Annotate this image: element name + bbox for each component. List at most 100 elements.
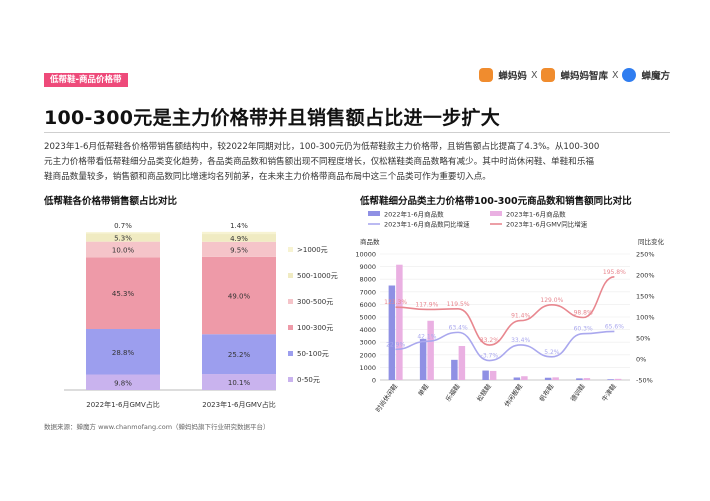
logo-chanmama-zhiku: 蝉妈妈智库	[560, 71, 608, 82]
data-label: 65.6%	[605, 323, 624, 330]
summary-text: 2023年1-6月低帮鞋各价格带销售额结构中，较2022年同期对比，100-30…	[44, 140, 672, 185]
data-label: 10.0%	[112, 247, 135, 255]
legend-label: 50-100元	[297, 350, 329, 358]
y-tick-label-right: 150%	[636, 293, 655, 301]
data-label: 129.0%	[540, 297, 563, 304]
legend-swatch	[288, 299, 293, 304]
page-title: 100-300元是主力价格带并且销售额占比进一步扩大	[44, 107, 501, 129]
summary-line: 2023年1-6月低帮鞋各价格带销售额结构中，较2022年同期对比，100-30…	[44, 142, 600, 152]
data-label: 119.5%	[447, 301, 470, 308]
chanmama-logo-icon	[479, 68, 494, 82]
summary-line: 元主力价格带看低帮鞋细分品类变化趋势，各品类商品数和销售额出现不同程度增长，仅松…	[44, 157, 595, 167]
bar-segment	[202, 334, 276, 375]
legend-label: 0-50元	[297, 376, 320, 384]
y-tick-label-left: 4000	[359, 326, 376, 334]
x-tick-label: 休闲板鞋	[502, 382, 525, 409]
y-tick-label-left: 0	[372, 377, 376, 385]
left-chart-title: 低帮鞋各价格带销售额占比对比	[44, 196, 178, 207]
data-label: 9.5%	[230, 246, 248, 254]
y-axis-title-right: 同比变化	[638, 237, 665, 246]
data-label: 9.8%	[114, 379, 132, 387]
x-tick-label: 松糕鞋	[474, 382, 493, 404]
bar-segment	[202, 241, 276, 257]
data-label: 1.4%	[230, 222, 248, 230]
data-source: 数据来源：蝉魔方 www.chanmofang.com（蝉妈妈旗下行业研究数据平…	[44, 423, 270, 431]
bar-segment	[202, 234, 276, 242]
bar-segment	[202, 231, 276, 235]
bar-segment	[86, 257, 160, 330]
y-tick-label-right: 100%	[636, 314, 655, 322]
y-tick-label-right: 200%	[636, 272, 655, 280]
data-label: 117.9%	[415, 301, 438, 308]
section-tag: 低帮鞋-商品价格带	[44, 73, 128, 87]
data-label: 123.3%	[384, 299, 407, 306]
legend-swatch	[490, 211, 502, 216]
bar	[583, 378, 591, 380]
bar	[396, 264, 403, 380]
bar	[458, 345, 466, 380]
y-tick-label-left: 10000	[355, 251, 376, 259]
legend-swatch	[288, 351, 293, 356]
logo-chanmama: 蝉妈妈	[498, 71, 527, 82]
y-tick-label-left: 6000	[359, 301, 376, 309]
bar	[552, 377, 559, 380]
bar-segment	[86, 329, 160, 375]
legend-label: 2023年1-6月商品数	[506, 210, 566, 219]
x-tick-label: 德训鞋	[568, 382, 587, 404]
legend-label: 2023年1-6月GMV同比增速	[506, 220, 588, 229]
chanmofang-logo-icon	[622, 68, 637, 82]
series-line	[395, 330, 615, 362]
price-band-stacked-chart: 9.8% 28.8% 45.3% 10.0% 5.3% 0.7% 2022年1-6月GMV占…	[64, 222, 338, 409]
y-tick-label-right: 50%	[636, 335, 650, 343]
bar-segment	[86, 232, 160, 234]
bar-segment	[202, 374, 276, 390]
y-tick-label-left: 5000	[359, 314, 376, 322]
legend-label: >1000元	[297, 246, 328, 254]
bar	[521, 376, 528, 380]
bar	[513, 377, 521, 380]
legend-label: 2023年1-6月商品数同比增速	[384, 220, 470, 229]
bar	[451, 359, 458, 380]
legend-swatch	[288, 377, 293, 382]
logo-chanmofang: 蝉魔方	[641, 71, 670, 82]
x-tick-label: 牛津鞋	[599, 382, 618, 404]
logo-separator: X	[611, 69, 619, 81]
bar-segment	[86, 241, 160, 258]
data-label: 45.3%	[112, 290, 135, 298]
chanmama-zhiku-logo-icon	[541, 68, 556, 82]
right-chart-title: 低帮鞋细分品类主力价格带100-300元商品数和销售额同比对比	[360, 196, 632, 207]
data-label: 5.2%	[544, 349, 560, 356]
data-label: 49.0%	[228, 293, 251, 301]
bar	[388, 285, 396, 380]
x-tick-label: 时尚休闲鞋	[373, 382, 399, 414]
y-axis-title-left: 商品数	[360, 237, 380, 246]
bar	[427, 320, 434, 380]
data-label: 0.7%	[114, 222, 132, 230]
legend-swatch	[288, 273, 293, 278]
data-label: 5.3%	[114, 234, 132, 242]
y-tick-label-left: 3000	[359, 339, 376, 347]
data-label: 98.8%	[574, 310, 593, 317]
y-tick-label-right: -50%	[636, 377, 653, 385]
data-label: 22.9%	[386, 341, 405, 348]
data-label: 42.1%	[417, 333, 436, 340]
title-divider	[44, 132, 670, 133]
y-tick-label-left: 9000	[359, 263, 376, 271]
x-tick-label: 帆布鞋	[537, 382, 556, 404]
data-label: -3.7%	[481, 353, 499, 360]
data-label: 10.1%	[228, 379, 251, 387]
x-tick-label: 2022年1-6月GMV占比	[86, 400, 160, 409]
y-tick-label-right: 250%	[636, 251, 655, 259]
y-tick-label-right: 0%	[636, 356, 646, 364]
summary-line: 鞋商品数量较多，销售额和商品数同比增速均名列前茅，在未来主力价格带商品布局中这三…	[44, 172, 491, 182]
data-label: 4.9%	[230, 235, 248, 243]
y-tick-label-left: 7000	[359, 288, 376, 296]
legend-swatch	[288, 247, 293, 252]
legend-swatch	[288, 325, 293, 330]
legend-swatch	[368, 211, 380, 216]
data-label: 33.2%	[480, 337, 499, 344]
data-label: 63.4%	[449, 324, 468, 331]
logo-separator: X	[530, 69, 538, 81]
series-line	[395, 275, 615, 346]
x-tick-label: 单鞋	[416, 382, 431, 398]
